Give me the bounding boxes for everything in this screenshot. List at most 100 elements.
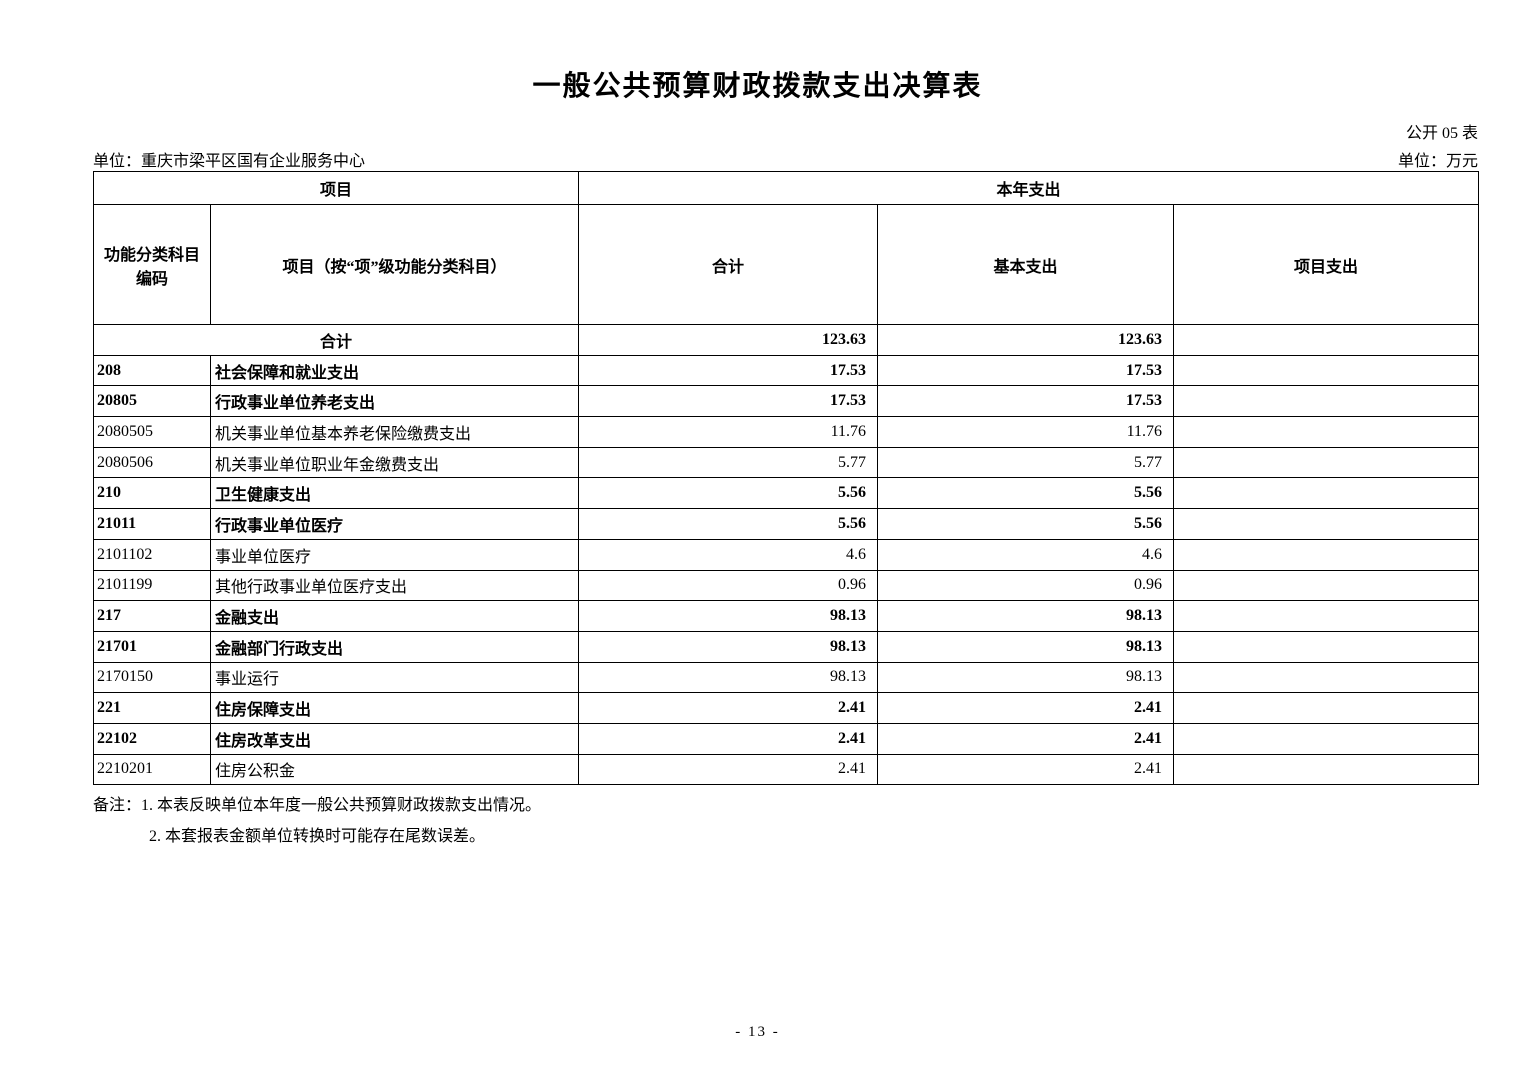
row-project xyxy=(1173,354,1480,387)
table-row: 210 卫生健康支出 5.56 5.56 xyxy=(93,477,1480,510)
summary-total: 123.63 xyxy=(578,324,879,356)
expenditure-table: 项目 本年支出 功能分类科目编码 项目（按“项”级功能分类科目） 合计 基本支出… xyxy=(92,171,1480,786)
row-project xyxy=(1173,753,1480,786)
row-name: 社会保障和就业支出 xyxy=(209,354,580,387)
note-text-2: 2. 本套报表金额单位转换时可能存在尾数误差。 xyxy=(149,828,486,845)
row-project xyxy=(1173,446,1480,479)
row-basic: 5.77 xyxy=(877,446,1175,479)
row-code: 210 xyxy=(93,477,211,510)
row-basic: 98.13 xyxy=(877,630,1175,663)
row-name: 行政事业单位养老支出 xyxy=(209,385,580,418)
header-basic-expense: 基本支出 xyxy=(877,204,1175,325)
row-basic: 4.6 xyxy=(877,538,1175,571)
row-total: 2.41 xyxy=(578,753,879,786)
row-project xyxy=(1173,477,1480,510)
row-total: 5.77 xyxy=(578,446,879,479)
row-total: 5.56 xyxy=(578,508,879,540)
row-name: 金融支出 xyxy=(209,600,580,632)
summary-project xyxy=(1173,324,1480,356)
row-code: 208 xyxy=(93,354,211,387)
page-title: 一般公共预算财政拨款支出决算表 xyxy=(532,71,983,102)
row-code: 221 xyxy=(93,692,211,724)
table-row: 2101102 事业单位医疗 4.6 4.6 xyxy=(93,538,1480,571)
row-name: 住房保障支出 xyxy=(209,692,580,724)
row-code: 22102 xyxy=(93,722,211,755)
org-unit-label: 单位：重庆市梁平区国有企业服务中心 xyxy=(93,153,366,170)
summary-row: 合计 123.63 123.63 xyxy=(92,324,1480,356)
header-total: 合计 xyxy=(578,204,879,325)
row-basic: 5.56 xyxy=(877,477,1175,510)
table-row: 22102 住房改革支出 2.41 2.41 xyxy=(93,722,1480,755)
row-basic: 2.41 xyxy=(877,692,1175,724)
row-code: 2101102 xyxy=(93,538,211,571)
row-code: 20805 xyxy=(93,385,211,418)
row-basic: 17.53 xyxy=(877,385,1175,418)
row-code: 21011 xyxy=(93,508,211,540)
row-basic: 98.13 xyxy=(877,661,1175,694)
row-project xyxy=(1173,508,1480,540)
row-project xyxy=(1173,569,1480,602)
row-project xyxy=(1173,385,1480,418)
row-name: 住房改革支出 xyxy=(209,722,580,755)
row-basic: 2.41 xyxy=(877,753,1175,786)
row-total: 2.41 xyxy=(578,692,879,724)
row-name: 机关事业单位职业年金缴费支出 xyxy=(209,446,580,479)
row-project xyxy=(1173,416,1480,448)
row-total: 98.13 xyxy=(578,661,879,694)
row-code: 21701 xyxy=(93,630,211,663)
table-row: 2170150 事业运行 98.13 98.13 xyxy=(93,661,1480,694)
table-row: 2080505 机关事业单位基本养老保险缴费支出 11.76 11.76 xyxy=(93,416,1480,448)
row-total: 2.41 xyxy=(578,722,879,755)
table-row: 21701 金融部门行政支出 98.13 98.13 xyxy=(93,630,1480,663)
summary-basic: 123.63 xyxy=(877,324,1175,356)
row-project xyxy=(1173,600,1480,632)
row-basic: 98.13 xyxy=(877,600,1175,632)
row-code: 2170150 xyxy=(93,661,211,694)
header-item-group: 项目 xyxy=(92,171,580,205)
header-group-row: 项目 本年支出 xyxy=(92,171,1480,205)
row-project xyxy=(1173,538,1480,571)
page-number: - 13 - xyxy=(735,1024,780,1040)
row-basic: 17.53 xyxy=(877,354,1175,387)
table-row: 21011 行政事业单位医疗 5.56 5.56 xyxy=(93,508,1480,540)
table-row: 20805 行政事业单位养老支出 17.53 17.53 xyxy=(93,385,1480,418)
row-basic: 0.96 xyxy=(877,569,1175,602)
header-project-expense: 项目支出 xyxy=(1173,204,1480,325)
notes: 备注：1. 本表反映单位本年度一般公共预算财政拨款支出情况。 2. 本套报表金额… xyxy=(93,790,541,852)
row-total: 98.13 xyxy=(578,600,879,632)
row-name: 住房公积金 xyxy=(209,753,580,786)
header-item-name: 项目（按“项”级功能分类科目） xyxy=(209,204,580,325)
row-project xyxy=(1173,630,1480,663)
notes-prefix: 备注： xyxy=(93,797,142,814)
row-code: 2080505 xyxy=(93,416,211,448)
row-project xyxy=(1173,692,1480,724)
note-line-1: 备注：1. 本表反映单位本年度一般公共预算财政拨款支出情况。 xyxy=(93,790,541,821)
row-name: 机关事业单位基本养老保险缴费支出 xyxy=(209,416,580,448)
row-name: 金融部门行政支出 xyxy=(209,630,580,663)
table-row: 208 社会保障和就业支出 17.53 17.53 xyxy=(93,354,1480,387)
table-row: 2210201 住房公积金 2.41 2.41 xyxy=(93,753,1480,786)
row-total: 4.6 xyxy=(578,538,879,571)
row-basic: 11.76 xyxy=(877,416,1175,448)
row-code: 2210201 xyxy=(93,753,211,786)
note-line-2: 2. 本套报表金额单位转换时可能存在尾数误差。 xyxy=(93,821,541,852)
row-total: 17.53 xyxy=(578,354,879,387)
header-year-expense-group: 本年支出 xyxy=(578,171,1480,205)
row-basic: 2.41 xyxy=(877,722,1175,755)
row-project xyxy=(1173,722,1480,755)
row-total: 5.56 xyxy=(578,477,879,510)
table-row: 2080506 机关事业单位职业年金缴费支出 5.77 5.77 xyxy=(93,446,1480,479)
row-name: 行政事业单位医疗 xyxy=(209,508,580,540)
row-basic: 5.56 xyxy=(877,508,1175,540)
currency-unit-label: 单位：万元 xyxy=(1397,153,1478,170)
row-name: 其他行政事业单位医疗支出 xyxy=(209,569,580,602)
header-function-code: 功能分类科目编码 xyxy=(93,204,211,325)
row-name: 事业单位医疗 xyxy=(209,538,580,571)
row-name: 卫生健康支出 xyxy=(209,477,580,510)
meta-row: 单位：重庆市梁平区国有企业服务中心 单位：万元 xyxy=(93,147,1478,171)
row-project xyxy=(1173,661,1480,694)
row-code: 217 xyxy=(93,600,211,632)
row-name: 事业运行 xyxy=(209,661,580,694)
row-code: 2080506 xyxy=(93,446,211,479)
